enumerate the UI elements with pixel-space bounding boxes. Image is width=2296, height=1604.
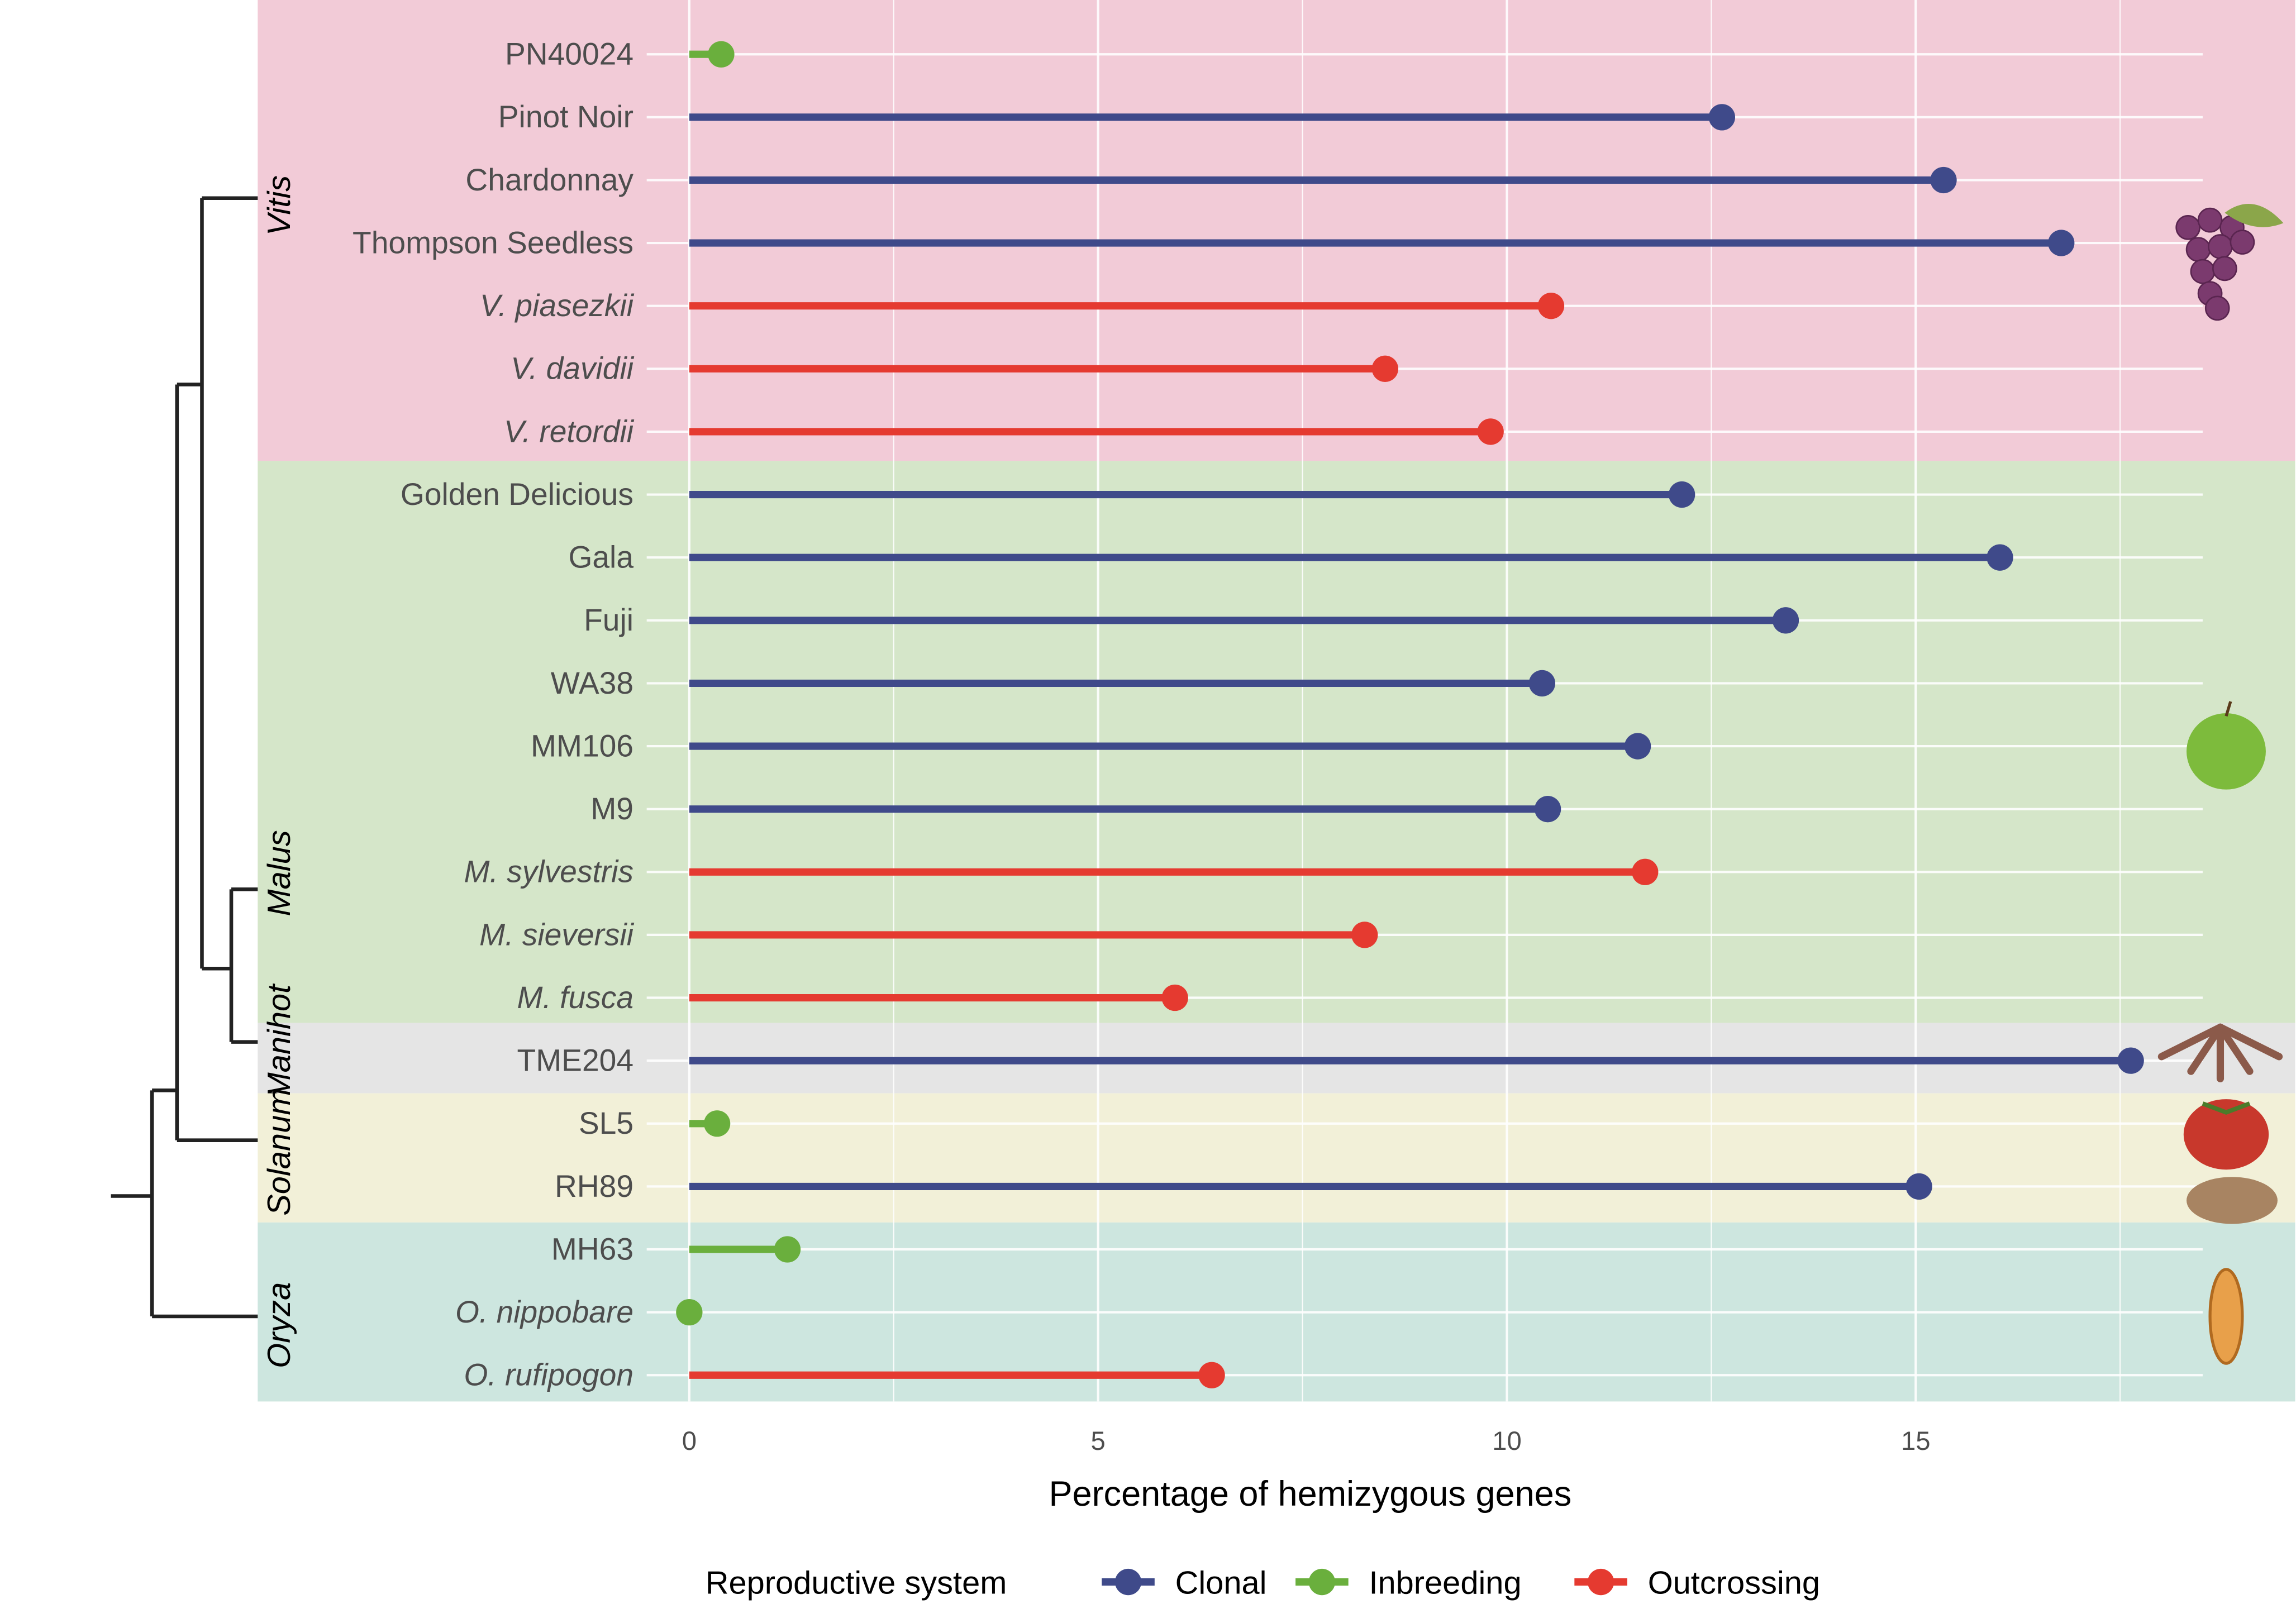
row-label: Thompson Seedless — [353, 225, 633, 260]
apple-body — [2187, 713, 2266, 790]
row-label: MM106 — [531, 728, 633, 763]
row-label: M. sieversii — [479, 917, 635, 952]
lollipop-marks — [676, 41, 2144, 1388]
x-axis: 0 5 10 15 — [682, 1426, 1931, 1456]
row-label: V. piasezkii — [480, 288, 635, 323]
row-labels: PN40024 Pinot Noir Chardonnay Thompson Seed… — [353, 37, 635, 1392]
cassava-root — [2216, 1023, 2283, 1061]
lollipop-point — [1930, 166, 1957, 194]
x-axis-title: Percentage of hemizygous genes — [1049, 1474, 1571, 1514]
apple-stem — [2224, 701, 2232, 717]
grape-berry — [2208, 234, 2233, 259]
lollipop-point — [676, 1299, 703, 1326]
lollipop-point — [1534, 796, 1561, 823]
row-label: M. fusca — [517, 980, 633, 1015]
legend-key-point — [1308, 1568, 1336, 1596]
cassava-root — [2187, 1023, 2224, 1075]
legend-label: Inbreeding — [1369, 1565, 1521, 1601]
tomato-body — [2183, 1099, 2269, 1170]
grape-berry — [2230, 230, 2255, 255]
cassava-root — [2216, 1023, 2254, 1075]
row-label: Golden Delicious — [401, 477, 633, 512]
row-label: M. sylvestris — [464, 854, 633, 889]
x-tick-label: 10 — [1492, 1426, 1522, 1456]
row-label: V. davidii — [511, 351, 635, 386]
grape-leaf — [2224, 204, 2284, 227]
lollipop-point — [2048, 230, 2075, 256]
lollipop-point — [1528, 670, 1556, 697]
tomato-leaf — [2202, 1101, 2251, 1115]
legend-label: Outcrossing — [1648, 1565, 1820, 1601]
genus-label-vitis: Vitis — [261, 175, 297, 236]
lollipop-point — [1632, 858, 1659, 885]
rice-grain — [2208, 1268, 2244, 1365]
lollipop-point — [1351, 922, 1378, 948]
row-label: M9 — [590, 791, 633, 826]
row-label: RH89 — [555, 1169, 633, 1204]
row-label: WA38 — [551, 666, 633, 700]
lollipop-point — [1669, 481, 1695, 508]
genus-label-malus: Malus — [261, 830, 297, 916]
apple-icon — [2187, 701, 2266, 790]
genus-label-oryza: Oryza — [261, 1282, 297, 1368]
row-label: Chardonnay — [465, 163, 633, 197]
lollipop-point — [1987, 544, 2013, 571]
lollipop-point — [1161, 984, 1188, 1011]
lollipop-point — [1906, 1173, 1932, 1200]
grape-berry — [2197, 207, 2223, 233]
row-label: PN40024 — [505, 37, 633, 71]
lollipop-point — [1371, 355, 1399, 382]
grape-berry — [2175, 214, 2201, 240]
lollipop-point — [774, 1236, 801, 1263]
lollipop-point — [1708, 104, 1736, 131]
lollipop-point — [2117, 1047, 2144, 1074]
row-label: SL5 — [579, 1106, 633, 1140]
genus-label-manihot: Manihot — [261, 983, 297, 1100]
lollipop-point — [1624, 733, 1651, 760]
grape-icon — [2175, 204, 2284, 321]
row-label: TME204 — [517, 1043, 634, 1078]
cassava-icon — [2157, 1023, 2283, 1082]
x-tick-label: 0 — [682, 1426, 697, 1456]
lollipop-point — [708, 41, 735, 68]
lollipop-point — [703, 1110, 731, 1137]
grape-berry — [2185, 237, 2211, 262]
row-label: Gala — [568, 540, 633, 575]
legend-key-point — [1587, 1568, 1614, 1596]
band-solanum — [258, 1093, 2295, 1223]
row-label: O. nippobare — [455, 1295, 633, 1329]
x-tick-label: 15 — [1901, 1426, 1931, 1456]
legend: Reproductive system Clonal Inbreeding Outcr… — [706, 1565, 1820, 1601]
lollipop-point — [1772, 607, 1799, 634]
grape-berry — [2212, 256, 2237, 281]
row-label: Pinot Noir — [498, 99, 633, 134]
cassava-root — [2157, 1023, 2224, 1061]
genus-label-solanum: Solanum — [261, 1089, 297, 1216]
lollipop-point — [1198, 1362, 1225, 1388]
lollipop-point — [1477, 418, 1504, 445]
x-tick-label: 5 — [1091, 1426, 1106, 1456]
row-label: Fuji — [584, 603, 633, 637]
potato-body — [2187, 1177, 2278, 1224]
row-label: O. rufipogon — [464, 1358, 633, 1392]
row-label: V. retordii — [504, 414, 635, 448]
legend-title: Reproductive system — [706, 1565, 1007, 1601]
grape-berry — [2190, 259, 2216, 284]
lollipop-point — [1537, 293, 1565, 319]
tomato-potato-icon — [2183, 1099, 2278, 1224]
legend-label: Clonal — [1175, 1565, 1267, 1601]
dendrogram — [111, 196, 258, 1319]
fruit-icons — [2157, 204, 2284, 1365]
band-vitis — [258, 0, 2295, 461]
grape-berry — [2204, 295, 2230, 321]
rice-grain-icon — [2208, 1268, 2244, 1365]
row-label: MH63 — [551, 1231, 633, 1266]
legend-key-point — [1114, 1568, 1142, 1596]
